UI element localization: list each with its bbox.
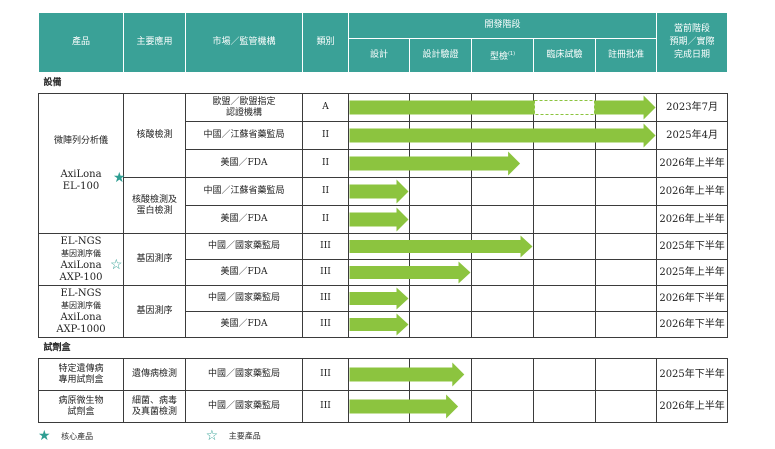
product-pathogen-kit: 病原微生物試劑盒: [38, 390, 124, 423]
legend-core-star-icon: ★: [38, 428, 51, 444]
product-elngs1000-line2: 基因測序儀: [61, 300, 101, 310]
class-cell: II: [302, 177, 349, 206]
table-row: 核酸檢測及蛋白檢測 中國／江蘇省藥監局 II 2026年上半年: [39, 177, 729, 234]
class-cell: III: [302, 390, 349, 423]
class-cell: II: [302, 149, 349, 178]
header-current-line2: 預期／實際: [669, 37, 715, 47]
header-stage-clinical: 臨床試驗: [533, 38, 596, 73]
pipeline-table-wrap: 產品 主要應用 市場／監管機構 類別 開發階段 當前階段 預期／實際 完成日期 …: [38, 12, 729, 423]
section-equipment: 設備: [38, 72, 728, 94]
table-row: EL-NGS 基因測序儀 AxiLona AXP-1000 基因測序 中國／國家…: [38, 285, 729, 338]
product-micro-array: 微陣列分析儀 AxiLona EL-100 ★: [38, 93, 126, 234]
application-nucleic-protein: 核酸檢測及蛋白檢測: [123, 177, 186, 234]
product-micro-array-name: 微陣列分析儀: [53, 135, 108, 146]
market-cell: 美國／FDA: [185, 259, 303, 286]
date-cell: 2026年上半年: [656, 390, 729, 423]
table-row: 特定遺傳病專用試劑盒 遺傳病檢測 中國／國家藥監局 III 2025年下半年: [38, 358, 729, 391]
product-elngs100-line2: 基因測序儀: [61, 248, 101, 258]
date-cell: 2026年上半年: [656, 149, 729, 178]
market-cell: 美國／FDA: [185, 311, 303, 338]
product-elngs100-line3: AxiLona: [60, 259, 102, 271]
market-cell: 中國／國家藥監局: [185, 285, 303, 312]
product-elngs1000-line4: AXP-1000: [56, 323, 106, 335]
header-stage-approval: 註冊批准: [594, 38, 658, 73]
header-stage-verification: 設計驗證: [409, 38, 472, 73]
application-sequencing: 基因測序: [123, 233, 186, 286]
market-cell: 美國／FDA: [185, 205, 303, 234]
class-cell: III: [302, 358, 349, 391]
product-el100-line2: EL-100: [62, 180, 100, 192]
application-genetic: 遺傳病檢測: [123, 358, 186, 391]
market-cell: 歐盟／歐盟指定認證機構: [185, 93, 303, 122]
header-application: 主要應用: [123, 12, 186, 73]
market-cell: 美國／FDA: [185, 149, 303, 178]
legend: ★ 核心產品 ☆ 主要產品: [38, 428, 261, 444]
date-cell: 2025年上半年: [656, 259, 729, 286]
product-el-ngs-100: EL-NGS 基因測序儀 AxiLona AXP-100 ☆: [38, 233, 124, 286]
core-product-star-icon: ★: [113, 169, 126, 186]
header-product: 產品: [38, 12, 124, 73]
date-cell: 2023年7月: [656, 93, 729, 122]
date-cell: 2026年下半年: [656, 285, 729, 312]
table-row: 病原微生物試劑盒 細菌、病毒及真菌檢測 中國／國家藥監局 III 2026年上半…: [38, 390, 729, 423]
market-cell: 中國／國家藥監局: [185, 390, 303, 423]
date-cell: 2025年下半年: [656, 233, 729, 260]
date-cell: 2025年下半年: [656, 358, 729, 391]
class-cell: III: [302, 233, 349, 260]
class-cell: III: [302, 285, 349, 312]
class-cell: II: [302, 205, 349, 234]
header-category: 類別: [302, 12, 349, 73]
header-stage-design: 設計: [348, 38, 410, 73]
application-pathogen: 細菌、病毒及真菌檢測: [123, 390, 186, 423]
class-cell: A: [302, 93, 349, 122]
key-product-star-icon: ☆: [109, 256, 123, 273]
class-cell: III: [302, 259, 349, 286]
product-genetic-kit: 特定遺傳病專用試劑盒: [38, 358, 124, 391]
section-kits: 試劑盒: [38, 337, 728, 359]
market-cell: 中國／江蘇省藥監局: [185, 177, 303, 206]
product-el-ngs-1000: EL-NGS 基因測序儀 AxiLona AXP-1000: [38, 285, 124, 338]
market-cell: 中國／國家藥監局: [185, 358, 303, 391]
application-sequencing: 基因測序: [123, 285, 186, 338]
date-cell: 2026年下半年: [656, 311, 729, 338]
header-market: 市場／監管機構: [185, 12, 303, 73]
header-dev-stage: 開發階段: [347, 12, 658, 39]
product-elngs1000-line3: AxiLona: [60, 311, 102, 323]
market-cell: 中國／江蘇省藥監局: [185, 121, 303, 150]
market-cell: 中國／國家藥監局: [185, 233, 303, 260]
table-row: EL-NGS 基因測序儀 AxiLona AXP-100 ☆ 基因測序 中國／國…: [38, 233, 729, 286]
date-cell: 2026年上半年: [656, 177, 729, 206]
header-current-line1: 當前階段: [674, 24, 711, 34]
legend-core-label: 核心產品: [61, 431, 94, 441]
product-el100-line1: AxiLona: [60, 168, 102, 180]
date-cell: 2026年上半年: [656, 205, 729, 234]
date-cell: 2025年4月: [656, 121, 729, 150]
legend-key-star-icon: ☆: [205, 428, 219, 444]
header-stage-note: (1): [507, 50, 516, 57]
header-stage-type-test-label: 型檢: [489, 51, 508, 62]
header-current-line3: 完成日期: [674, 50, 711, 60]
class-cell: II: [302, 121, 349, 150]
product-elngs100-line4: AXP-100: [59, 271, 103, 283]
product-elngs1000-line1: EL-NGS: [60, 287, 102, 299]
class-cell: III: [302, 311, 349, 338]
header-current-stage: 當前階段 預期／實際 完成日期: [656, 12, 729, 73]
product-elngs100-line1: EL-NGS: [60, 235, 102, 247]
legend-key-label: 主要產品: [228, 431, 261, 441]
pipeline-table: 產品 主要應用 市場／監管機構 類別 開發階段 當前階段 預期／實際 完成日期 …: [38, 12, 729, 423]
application-nucleic: 核酸檢測: [123, 93, 186, 178]
table-row: 微陣列分析儀 AxiLona EL-100 ★ 核酸檢測 歐盟／歐盟指定認證機構…: [38, 93, 729, 234]
header-stage-type-test: 型檢(1): [471, 38, 534, 73]
